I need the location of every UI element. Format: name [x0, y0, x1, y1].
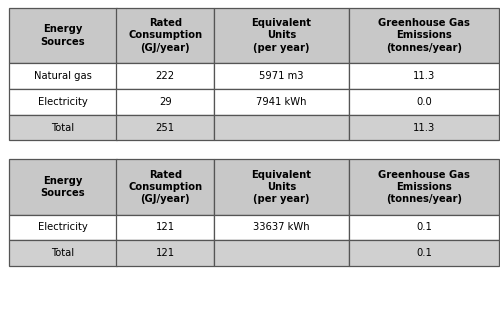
Bar	[116, 89, 214, 115]
Bar	[349, 115, 499, 140]
Text: Energy
Sources: Energy Sources	[40, 176, 85, 198]
Bar	[9, 240, 117, 266]
Text: 0.1: 0.1	[416, 222, 432, 232]
Text: Equivalent
Units
(per year): Equivalent Units (per year)	[252, 169, 312, 204]
Text: Greenhouse Gas
Emissions
(tonnes/year): Greenhouse Gas Emissions (tonnes/year)	[378, 169, 470, 204]
Bar	[116, 159, 214, 215]
Text: Greenhouse Gas
Emissions
(tonnes/year): Greenhouse Gas Emissions (tonnes/year)	[378, 18, 470, 53]
Text: Electricity: Electricity	[38, 97, 88, 107]
Bar	[349, 159, 499, 215]
Text: 0.1: 0.1	[416, 248, 432, 258]
Text: Natural gas: Natural gas	[34, 71, 92, 81]
Text: 5971 m3: 5971 m3	[259, 71, 304, 81]
Text: Total: Total	[51, 248, 74, 258]
Text: Energy
Sources: Energy Sources	[40, 24, 85, 47]
Bar	[214, 89, 349, 115]
Bar	[349, 215, 499, 240]
Bar	[116, 215, 214, 240]
Text: Total: Total	[51, 123, 74, 133]
Bar	[214, 215, 349, 240]
Bar	[9, 89, 117, 115]
Text: Electricity: Electricity	[38, 222, 88, 232]
Bar	[9, 63, 117, 89]
Bar	[116, 115, 214, 140]
Text: 0.0: 0.0	[416, 97, 432, 107]
Text: 29: 29	[159, 97, 172, 107]
Bar	[9, 215, 117, 240]
Text: 222: 222	[156, 71, 175, 81]
Text: 121: 121	[156, 248, 175, 258]
Text: 251: 251	[156, 123, 175, 133]
Bar	[214, 240, 349, 266]
Text: Rated
Consumption
(GJ/year): Rated Consumption (GJ/year)	[128, 169, 202, 204]
Bar	[214, 8, 349, 63]
Text: 11.3: 11.3	[413, 71, 435, 81]
Text: 33637 kWh: 33637 kWh	[253, 222, 310, 232]
Bar	[349, 89, 499, 115]
Bar	[9, 8, 117, 63]
Bar	[349, 63, 499, 89]
Text: 11.3: 11.3	[413, 123, 435, 133]
Bar	[116, 63, 214, 89]
Bar	[214, 115, 349, 140]
Bar	[214, 63, 349, 89]
Text: Rated
Consumption
(GJ/year): Rated Consumption (GJ/year)	[128, 18, 202, 53]
Bar	[116, 8, 214, 63]
Bar	[116, 240, 214, 266]
Bar	[9, 115, 117, 140]
Bar	[9, 159, 117, 215]
Bar	[349, 8, 499, 63]
Bar	[214, 159, 349, 215]
Bar	[349, 240, 499, 266]
Text: 121: 121	[156, 222, 175, 232]
Text: 7941 kWh: 7941 kWh	[256, 97, 307, 107]
Text: Equivalent
Units
(per year): Equivalent Units (per year)	[252, 18, 312, 53]
